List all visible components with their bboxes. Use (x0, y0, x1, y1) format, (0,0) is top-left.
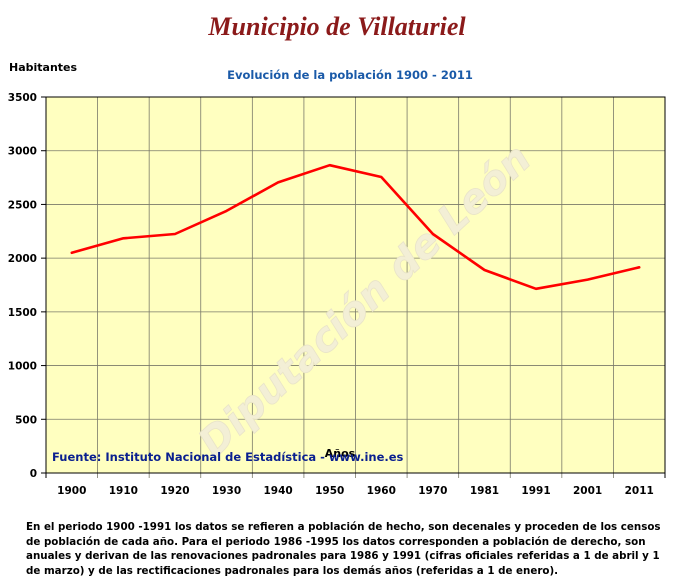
x-tick-label: 1950 (315, 485, 344, 497)
y-tick-label: 3000 (8, 146, 37, 158)
y-tick-label: 1000 (8, 361, 37, 373)
x-tick-label: 1970 (418, 485, 447, 497)
source-note: Fuente: Instituto Nacional de Estadístic… (52, 450, 404, 464)
y-axis-label: Habitantes (9, 61, 78, 74)
plot-border (45, 96, 666, 474)
y-tick-label: 0 (30, 468, 37, 480)
x-tick-label: 1910 (109, 485, 138, 497)
x-tick-label: 2011 (625, 485, 654, 497)
x-tick-label: 1960 (367, 485, 396, 497)
x-tick-label: 1920 (160, 485, 189, 497)
y-tick-label: 3500 (8, 92, 37, 104)
x-tick-label: 1900 (57, 485, 86, 497)
series-layer (70, 163, 641, 291)
chart-title: Evolución de la población 1900 - 2011 (227, 68, 473, 82)
x-tick-label: 1981 (470, 485, 499, 497)
population-line-chart: Diputación de León 050010001500200025003… (8, 61, 666, 497)
x-tick-label: 1991 (521, 485, 550, 497)
page-title: Municipio de Villaturiel (208, 12, 466, 41)
population-series-line (70, 163, 641, 291)
y-tick-label: 2000 (8, 253, 37, 265)
x-tick-label: 1930 (212, 485, 241, 497)
x-tick-label: 1940 (264, 485, 293, 497)
x-axis-label: Años (325, 447, 356, 460)
methodology-note: En el periodo 1900 -1991 los datos se re… (26, 521, 661, 577)
y-tick-label: 1500 (8, 307, 37, 319)
axis-labels: 0 500 1000 1500 2000 2500 3000 3500 1900 1910 1920… (8, 92, 654, 497)
y-tick-label: 2500 (8, 199, 37, 211)
x-tick-label: 2001 (573, 485, 602, 497)
y-tick-label: 500 (15, 414, 37, 426)
